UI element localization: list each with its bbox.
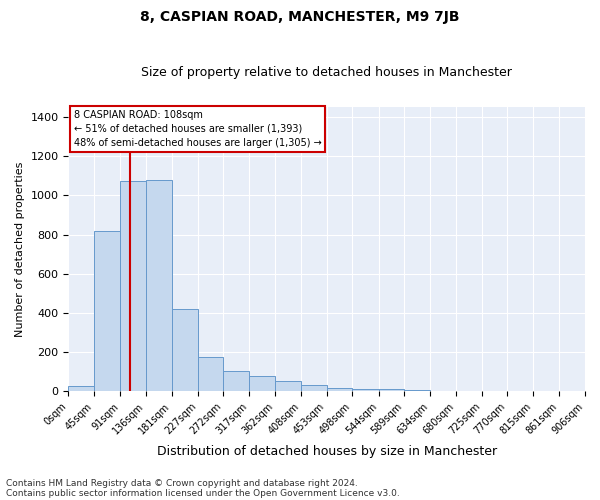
Bar: [275, 380, 301, 392]
Bar: [249, 376, 275, 392]
Bar: [404, 390, 430, 392]
X-axis label: Distribution of detached houses by size in Manchester: Distribution of detached houses by size …: [157, 444, 497, 458]
Bar: [198, 357, 223, 392]
Bar: [94, 230, 120, 392]
Bar: [379, 390, 404, 392]
Text: Contains public sector information licensed under the Open Government Licence v3: Contains public sector information licen…: [6, 488, 400, 498]
Bar: [301, 384, 327, 392]
Bar: [172, 309, 198, 392]
Title: Size of property relative to detached houses in Manchester: Size of property relative to detached ho…: [141, 66, 512, 80]
Bar: [327, 388, 352, 392]
Text: 8 CASPIAN ROAD: 108sqm
← 51% of detached houses are smaller (1,393)
48% of semi-: 8 CASPIAN ROAD: 108sqm ← 51% of detached…: [74, 110, 322, 148]
Bar: [223, 371, 249, 392]
Text: 8, CASPIAN ROAD, MANCHESTER, M9 7JB: 8, CASPIAN ROAD, MANCHESTER, M9 7JB: [140, 10, 460, 24]
Y-axis label: Number of detached properties: Number of detached properties: [15, 162, 25, 337]
Bar: [120, 180, 146, 392]
Bar: [430, 391, 456, 392]
Bar: [352, 388, 379, 392]
Bar: [146, 180, 172, 392]
Text: Contains HM Land Registry data © Crown copyright and database right 2024.: Contains HM Land Registry data © Crown c…: [6, 478, 358, 488]
Bar: [68, 386, 94, 392]
